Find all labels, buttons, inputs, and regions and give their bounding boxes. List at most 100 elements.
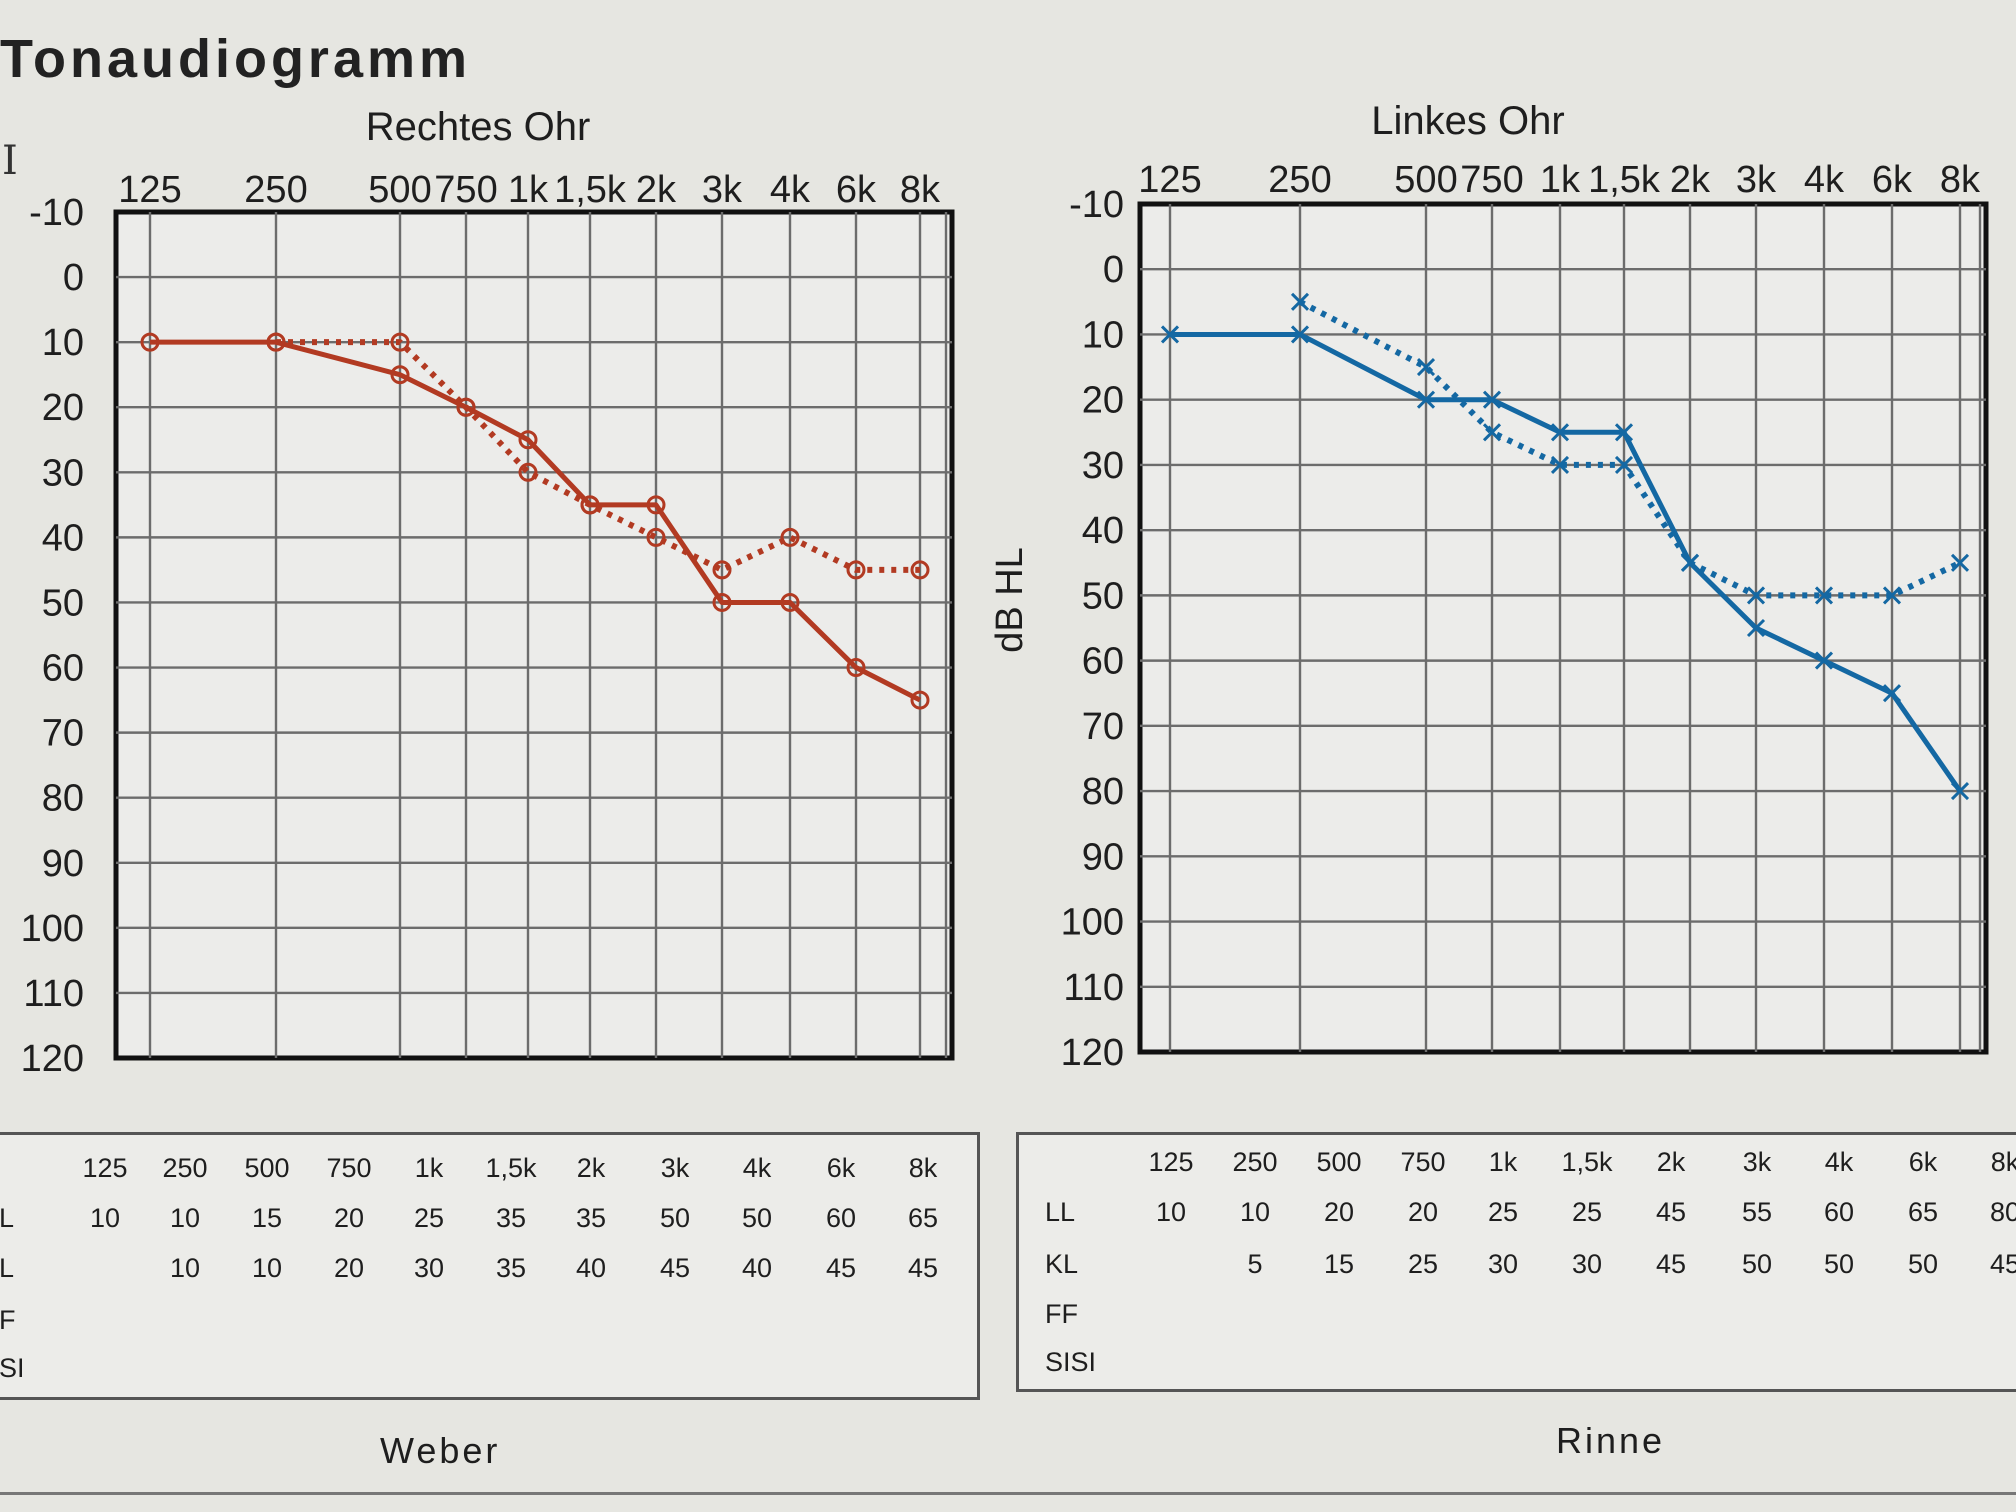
table-header-cell: 6k [1908, 1147, 1938, 1177]
table-value-cell: 10 [1155, 1197, 1187, 1227]
data-point-circle [646, 527, 666, 547]
y-tick-label: 90 [42, 843, 84, 885]
table-value-cell: 45 [1655, 1197, 1687, 1227]
y-tick-label: 30 [42, 452, 84, 494]
table-row-label: KL [1045, 1249, 1079, 1279]
cross-stroke [1950, 782, 1970, 801]
data-point-cross [1550, 423, 1570, 442]
table-header-cell: 2k [576, 1153, 606, 1183]
data-point-cross [1160, 325, 1180, 344]
table-header-cell: 2k [1656, 1147, 1686, 1177]
table-value-cell: 30 [413, 1253, 445, 1283]
data-point-circle [518, 462, 538, 482]
data-point-cross [1290, 325, 1310, 344]
x-tick-label: 2k [636, 169, 677, 211]
table-value-cell: 60 [825, 1203, 857, 1233]
table-value-cell: 25 [1487, 1197, 1519, 1227]
y-axis-label: dB HL [989, 547, 1031, 653]
x-tick-label: 125 [1138, 159, 1201, 201]
cross-stroke [1814, 651, 1834, 670]
rinne-label: Rinne [1556, 1420, 1666, 1461]
x-tick-label: 2k [1670, 159, 1711, 201]
table-header-cell: 8k [908, 1153, 938, 1183]
table-value-cell: 10 [169, 1203, 201, 1233]
table-value-cell: 45 [1989, 1249, 2016, 1279]
plot-frame [1137, 201, 1989, 1055]
chart-left-ear: -10 0 10 20 30 40 50 60 70 80 90 100 110 120 125 250 500… [1000, 0, 2016, 1100]
table-value-cell: 50 [1907, 1249, 1939, 1279]
data-point-cross [1614, 423, 1634, 442]
table-header-cell: 125 [82, 1153, 128, 1183]
cross-stroke [1550, 455, 1570, 474]
x-tick-label: 4k [770, 169, 811, 211]
data-point-cross [1882, 586, 1902, 605]
table-value-cell: 30 [1571, 1249, 1603, 1279]
y-tick-label: 10 [42, 322, 84, 364]
y-tick-label: 20 [1082, 380, 1124, 422]
data-point-circle [518, 430, 538, 450]
cross-stroke [1882, 684, 1902, 703]
x-tick-label: 250 [1268, 159, 1331, 201]
table-header-cell: 1,5k [485, 1153, 537, 1183]
y-tick-label: 20 [42, 387, 84, 429]
x-tick-label: 500 [368, 169, 431, 211]
cross-stroke [1882, 586, 1902, 605]
y-tick-label: 70 [1082, 706, 1124, 748]
x-tick-label: 4k [1804, 159, 1845, 201]
table-value-cell: 20 [1323, 1197, 1355, 1227]
data-point-circle [780, 527, 800, 547]
table-header-cell: 250 [162, 1153, 208, 1183]
data-point-circle [390, 365, 410, 385]
cross-stroke [1416, 390, 1436, 409]
x-tick-label: 250 [244, 169, 307, 211]
x-tick-label: 3k [702, 169, 743, 211]
data-point-cross [1814, 651, 1834, 670]
table-value-cell: 65 [1907, 1197, 1939, 1227]
cross-stroke [1814, 586, 1834, 605]
cross-stroke [1550, 423, 1570, 442]
y-tick-label: 0 [63, 257, 84, 299]
y-tick-label: 10 [1082, 314, 1124, 356]
table-value-cell: 10 [1239, 1197, 1271, 1227]
table-value-cell: 55 [1741, 1197, 1773, 1227]
y-axis-label-text: dB HL [989, 547, 1031, 653]
x-tick-label: 8k [1940, 159, 1981, 201]
chart-left-ear-svg: -10 0 10 20 30 40 50 60 70 80 90 100 110 120 125 250 500… [1061, 99, 1989, 1074]
y-tick-label: 100 [21, 908, 84, 950]
data-point-circle [140, 332, 160, 352]
table-header-cell: 500 [1316, 1147, 1362, 1177]
y-tick-label: 120 [21, 1038, 84, 1080]
y-tick-label: 40 [42, 517, 84, 559]
table-value-cell: 15 [1323, 1249, 1355, 1279]
table-header-cell: 1k [414, 1153, 444, 1183]
x-tick-label: 1,5k [1588, 159, 1661, 201]
table-header-cell: 6k [826, 1153, 856, 1183]
table-value-cell: 60 [1823, 1197, 1855, 1227]
chart-right-ear-svg: -10 0 10 20 30 40 50 60 70 80 90 100 110 120 125 250 500… [21, 105, 955, 1080]
x-tick-label: 750 [1460, 159, 1523, 201]
cross-stroke [1746, 586, 1766, 605]
text-cursor-icon: I [2, 138, 18, 184]
threshold-table-right: 125 250 500 750 1k 1,5k 2k 3k 4k 6k 8k L 10 10 15 20 25 3… [0, 1132, 980, 1400]
cross-stroke [1416, 358, 1436, 377]
data-point-circle [780, 592, 800, 612]
y-tick-label: 70 [42, 713, 84, 755]
y-tick-label: 60 [1082, 641, 1124, 683]
page-title: Tonaudiogramm [0, 29, 472, 89]
table-value-cell: 50 [1741, 1249, 1773, 1279]
data-point-circle [910, 560, 930, 580]
x-tick-label: 1,5k [554, 169, 627, 211]
data-point-cross [1614, 455, 1634, 474]
table-value-cell: 65 [907, 1203, 939, 1233]
data-point-circle [910, 690, 930, 710]
table-header-cell: 1k [1488, 1147, 1518, 1177]
table-value-cell: 25 [1571, 1197, 1603, 1227]
y-tick-label: 110 [23, 973, 84, 1015]
cross-stroke [1290, 292, 1310, 311]
table-header-cell: 125 [1148, 1147, 1194, 1177]
bottom-divider [0, 1492, 2016, 1495]
data-point-cross [1416, 390, 1436, 409]
table-value-cell: 5 [1247, 1249, 1263, 1279]
cross-stroke [1482, 390, 1502, 409]
threshold-table-left: 125 250 500 750 1k 1,5k 2k 3k 4k 6k 8k LL 10 10 20 20 25… [1016, 1132, 2016, 1392]
